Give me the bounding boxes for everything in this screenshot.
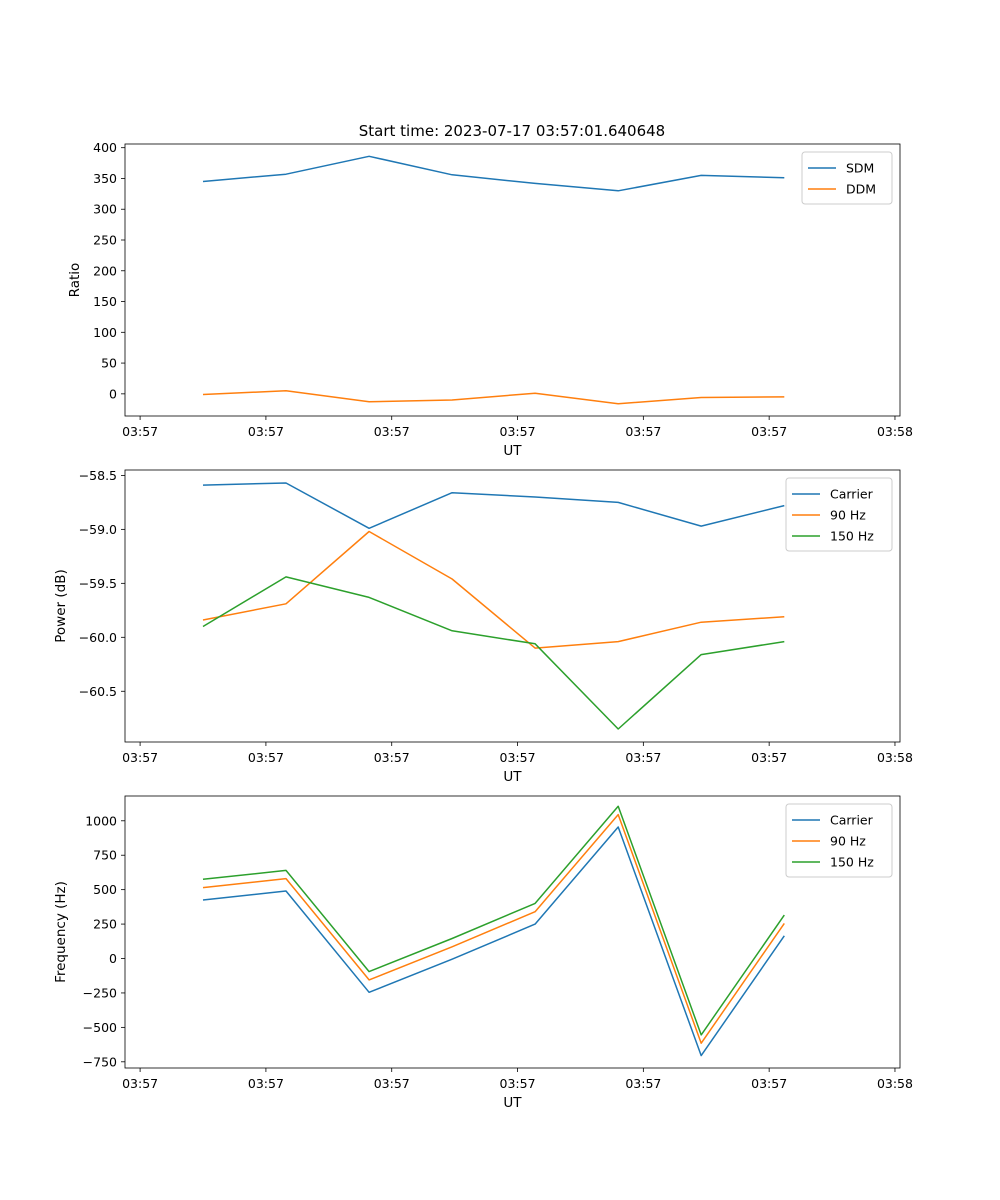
y-tick-label: 300 bbox=[93, 202, 117, 217]
series-line-ddm bbox=[202, 390, 785, 405]
x-tick-label: 03:57 bbox=[122, 1076, 158, 1091]
y-tick-label: 250 bbox=[93, 233, 117, 248]
x-tick-label: 03:57 bbox=[751, 1076, 787, 1091]
x-tick-label: 03:57 bbox=[500, 1076, 536, 1091]
y-tick-label: −59.5 bbox=[79, 576, 117, 591]
x-axis-label: UT bbox=[503, 769, 522, 785]
legend-label: SDM bbox=[846, 161, 874, 176]
y-tick-label: −60.5 bbox=[79, 684, 117, 699]
legend-label: Carrier bbox=[830, 487, 874, 502]
y-axis-label: Ratio bbox=[67, 263, 83, 298]
series-line-90-hz bbox=[202, 530, 785, 649]
series-line-150-hz bbox=[202, 805, 785, 1036]
subplots: 03:57 03:57 03:57 03:57 03:57 03:57 03:58 0 50 10… bbox=[53, 140, 913, 1111]
subplot-2: 03:57 03:57 03:57 03:57 03:57 03:57 03:58 −60.5… bbox=[53, 468, 913, 785]
x-axis-label: UT bbox=[503, 1095, 522, 1111]
legend-label: 90 Hz bbox=[830, 508, 866, 523]
y-axis-label: Frequency (Hz) bbox=[53, 881, 69, 983]
y-tick-label: −60.0 bbox=[79, 630, 117, 645]
x-tick-label: 03:58 bbox=[877, 424, 913, 439]
legend-box bbox=[785, 803, 893, 878]
x-tick-label: 03:57 bbox=[500, 424, 536, 439]
legend-box bbox=[785, 477, 893, 552]
y-tick-label: −500 bbox=[83, 1020, 117, 1035]
x-tick-label: 03:57 bbox=[751, 750, 787, 765]
x-tick-label: 03:58 bbox=[877, 750, 913, 765]
axes-frame bbox=[124, 795, 901, 1069]
x-tick-label: 03:58 bbox=[877, 1076, 913, 1091]
subplot-3: 03:57 03:57 03:57 03:57 03:57 03:57 03:58 −750 −… bbox=[53, 795, 913, 1111]
legend-label: 150 Hz bbox=[830, 855, 874, 870]
legend: SDM DDM bbox=[801, 151, 893, 205]
y-tick-label: 750 bbox=[93, 848, 117, 863]
y-tick-label: 50 bbox=[101, 356, 117, 371]
y-tick-label: 1000 bbox=[85, 813, 117, 828]
x-tick-label: 03:57 bbox=[500, 750, 536, 765]
x-tick-label: 03:57 bbox=[374, 750, 410, 765]
legend: Carrier 90 Hz 150 Hz bbox=[785, 803, 893, 878]
y-tick-label: 250 bbox=[93, 917, 117, 932]
subplot-1: 03:57 03:57 03:57 03:57 03:57 03:57 03:58 0 50 10… bbox=[67, 140, 913, 459]
x-tick-label: 03:57 bbox=[374, 424, 410, 439]
y-tick-label: 0 bbox=[109, 951, 117, 966]
legend-label: 90 Hz bbox=[830, 834, 866, 849]
x-tick-label: 03:57 bbox=[248, 424, 284, 439]
x-tick-label: 03:57 bbox=[751, 424, 787, 439]
y-tick-label: 100 bbox=[93, 325, 117, 340]
y-tick-label: 200 bbox=[93, 263, 117, 278]
x-tick-label: 03:57 bbox=[248, 750, 284, 765]
x-axis-label: UT bbox=[503, 443, 522, 459]
y-tick-label: 0 bbox=[109, 386, 117, 401]
chart-title: Start time: 2023-07-17 03:57:01.640648 bbox=[359, 122, 665, 140]
y-tick-label: 400 bbox=[93, 140, 117, 155]
y-tick-label: −59.0 bbox=[79, 522, 117, 537]
y-tick-label: −58.5 bbox=[79, 468, 117, 483]
axes-frame bbox=[124, 469, 901, 743]
x-tick-label: 03:57 bbox=[122, 424, 158, 439]
x-tick-label: 03:57 bbox=[625, 750, 661, 765]
series-line-sdm bbox=[202, 155, 785, 192]
legend-label: DDM bbox=[846, 182, 876, 197]
x-tick-label: 03:57 bbox=[625, 424, 661, 439]
legend-label: Carrier bbox=[830, 813, 874, 828]
axes-frame bbox=[124, 143, 901, 417]
x-tick-label: 03:57 bbox=[625, 1076, 661, 1091]
series-line-150-hz bbox=[202, 576, 785, 730]
x-tick-label: 03:57 bbox=[248, 1076, 284, 1091]
y-tick-label: −250 bbox=[83, 985, 117, 1000]
legend-box bbox=[801, 151, 893, 205]
y-tick-label: 150 bbox=[93, 294, 117, 309]
x-tick-label: 03:57 bbox=[374, 1076, 410, 1091]
x-tick-label: 03:57 bbox=[122, 750, 158, 765]
legend: Carrier 90 Hz 150 Hz bbox=[785, 477, 893, 552]
series-line-carrier bbox=[202, 826, 785, 1057]
series-line-carrier bbox=[202, 482, 785, 530]
y-tick-label: 350 bbox=[93, 171, 117, 186]
y-tick-label: 500 bbox=[93, 882, 117, 897]
y-tick-label: −750 bbox=[83, 1054, 117, 1069]
y-axis-label: Power (dB) bbox=[53, 569, 69, 642]
legend-label: 150 Hz bbox=[830, 529, 874, 544]
series-line-90-hz bbox=[202, 813, 785, 1044]
